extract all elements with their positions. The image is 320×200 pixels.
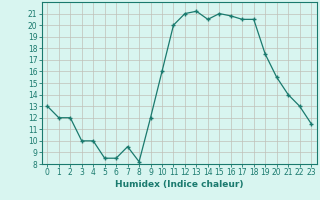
- X-axis label: Humidex (Indice chaleur): Humidex (Indice chaleur): [115, 180, 244, 189]
